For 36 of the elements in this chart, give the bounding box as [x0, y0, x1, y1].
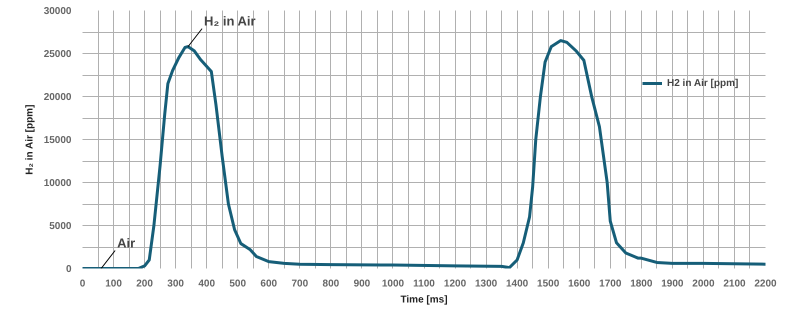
y-tick-label: 15000: [44, 135, 72, 146]
y-tick-label: 10000: [44, 178, 72, 189]
x-tick-label: 2100: [723, 278, 746, 290]
x-tick-label: 1500: [537, 278, 560, 290]
x-tick-label: 1300: [474, 278, 498, 290]
x-tick-label: 1100: [413, 278, 436, 290]
annotation: H₂ in Air: [204, 14, 256, 29]
x-tick-label: 0: [80, 278, 86, 290]
x-tick-label: 500: [229, 278, 247, 290]
x-tick-label: 100: [105, 278, 122, 290]
y-tick-label: 0: [66, 264, 72, 275]
y-axis-title: H₂ in Air [ppm]: [24, 104, 36, 175]
x-tick-label: 800: [322, 278, 340, 290]
x-tick-label: 700: [291, 278, 309, 290]
x-tick-label: 1600: [568, 278, 591, 290]
y-tick-label: 25000: [44, 49, 72, 60]
x-tick-label: 2200: [754, 278, 778, 290]
x-tick-label: 1800: [630, 278, 653, 290]
x-tick-label: 900: [354, 278, 371, 290]
legend-label: H2 in Air [ppm]: [667, 78, 738, 88]
y-tick-label: 20000: [44, 92, 72, 103]
annotation: Air: [117, 236, 136, 250]
x-tick-label: 600: [260, 278, 278, 290]
y-tick-label: 5000: [49, 221, 72, 232]
x-tick-label: 1200: [444, 278, 467, 290]
x-tick-label: 200: [136, 278, 154, 290]
line-series: [82, 39, 766, 268]
x-tick-label: 400: [198, 278, 216, 290]
x-tick-label: 2000: [692, 278, 715, 290]
x-tick-label: 1700: [599, 278, 622, 290]
x-tick-label: 300: [167, 278, 184, 290]
x-tick-label: 1000: [382, 278, 405, 290]
x-axis-title: Time [ms]: [400, 294, 448, 306]
x-tick-label: 1900: [661, 278, 684, 290]
x-tick-label: 1400: [506, 278, 529, 290]
y-tick-label: 30000: [44, 6, 72, 17]
